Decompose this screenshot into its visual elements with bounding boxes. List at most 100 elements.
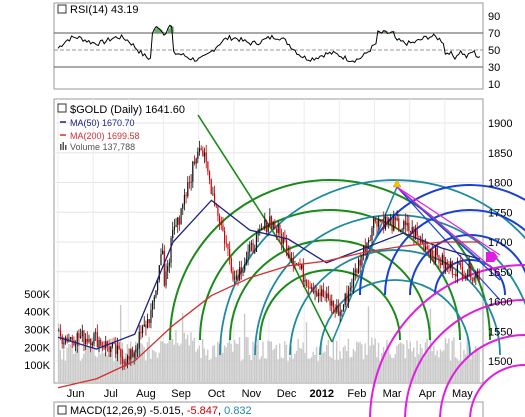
candle-body <box>279 224 281 234</box>
candle-body <box>414 230 417 239</box>
volume-bar <box>233 339 236 383</box>
candle-body <box>162 250 164 255</box>
candle-body <box>98 339 100 348</box>
candle-body <box>96 332 98 348</box>
candle-body <box>138 331 140 349</box>
candle-body <box>193 161 196 164</box>
volume-bar <box>68 344 70 383</box>
volume-bar <box>220 339 222 383</box>
volume-bar <box>284 341 286 383</box>
volume-bar <box>181 312 184 383</box>
candle-body <box>435 247 437 263</box>
candle-body <box>399 230 402 231</box>
volume-bar <box>260 356 263 383</box>
price-collapse-icon[interactable] <box>57 103 67 113</box>
volume-bar <box>235 343 237 383</box>
volume-bar <box>86 342 88 383</box>
rsi-tick-label: 70 <box>488 28 500 40</box>
candle-body <box>371 228 373 241</box>
candle-body <box>128 356 130 360</box>
volume-bar <box>325 345 328 383</box>
candle-body <box>378 219 380 227</box>
candle-body <box>173 226 175 230</box>
candle-body <box>458 263 460 265</box>
candle-body <box>146 319 149 328</box>
volume-bar <box>461 361 463 383</box>
volume-bar <box>255 345 257 383</box>
macd-collapse-icon[interactable] <box>57 405 67 415</box>
rsi-label: RSI(14) 43.19 <box>70 4 139 16</box>
candle-body <box>110 346 112 352</box>
candle-body <box>309 287 311 289</box>
x-tick-label: Feb <box>347 388 366 400</box>
volume-bar <box>453 337 455 383</box>
price-tick-label: 1550 <box>488 326 512 338</box>
volume-bar <box>270 341 273 383</box>
fib-arc <box>369 264 525 417</box>
candle-body <box>210 179 212 194</box>
fan-line <box>396 186 501 301</box>
rsi-gridlines: 90 70 50 30 10 <box>54 11 500 91</box>
volume-bar <box>335 341 338 383</box>
peak-marker-icon <box>392 179 402 188</box>
candle-body <box>391 218 393 231</box>
volume-bar <box>329 356 331 383</box>
candle-body <box>317 292 320 297</box>
fib-arc <box>229 239 431 341</box>
price-tick-label: 1800 <box>488 178 512 190</box>
volume-tick-label: 400K <box>24 307 50 319</box>
volume-bar <box>399 342 401 383</box>
candle-body <box>103 345 105 349</box>
rsi-collapse-icon[interactable] <box>57 4 67 14</box>
candle-body <box>242 270 244 274</box>
candle-body <box>369 239 371 241</box>
candle-body <box>478 272 480 281</box>
candle-body <box>331 300 333 306</box>
volume-bar <box>131 347 134 383</box>
candle-body <box>381 219 383 221</box>
candle-body <box>289 253 291 259</box>
volume-bar <box>193 337 196 383</box>
candle-body <box>438 255 440 264</box>
volume-bar <box>99 354 102 383</box>
volume-bar <box>334 359 336 383</box>
candle-body <box>351 286 353 288</box>
candle-body <box>394 216 397 221</box>
candle-body <box>140 331 142 334</box>
volume-bar <box>168 340 170 383</box>
candle-body <box>393 216 395 231</box>
volume-bar <box>153 350 155 383</box>
volume-bar <box>242 359 244 383</box>
volume-bar <box>111 337 113 383</box>
volume-bar <box>222 352 224 383</box>
candle-body <box>91 343 93 345</box>
candle-body <box>126 356 129 365</box>
volume-bar <box>215 356 217 383</box>
candle-body <box>357 259 360 274</box>
volume-bar <box>213 345 216 383</box>
volume-bar <box>347 338 350 383</box>
rsi-line <box>57 24 481 63</box>
volume-bar <box>78 344 80 383</box>
candle-body <box>374 218 376 222</box>
candle-body <box>460 263 462 268</box>
volume-bar <box>267 340 269 383</box>
volume-bar <box>223 345 226 383</box>
candle-body <box>471 280 474 282</box>
volume-bar <box>476 348 479 383</box>
candle-body <box>190 181 192 183</box>
volume-bar <box>133 354 135 383</box>
candle-body <box>265 219 268 232</box>
candle-body <box>178 217 181 225</box>
price-tick-label: 1500 <box>488 356 512 368</box>
volume-bar <box>81 358 83 383</box>
candle-body <box>396 218 398 221</box>
candle-body <box>80 336 82 338</box>
volume-bar <box>165 343 167 383</box>
volume-bar <box>463 349 465 383</box>
volume-bar <box>280 357 283 383</box>
volume-bar <box>79 361 82 383</box>
candle-body <box>465 276 467 279</box>
candle-body <box>284 237 286 241</box>
volume-bar <box>371 337 373 383</box>
